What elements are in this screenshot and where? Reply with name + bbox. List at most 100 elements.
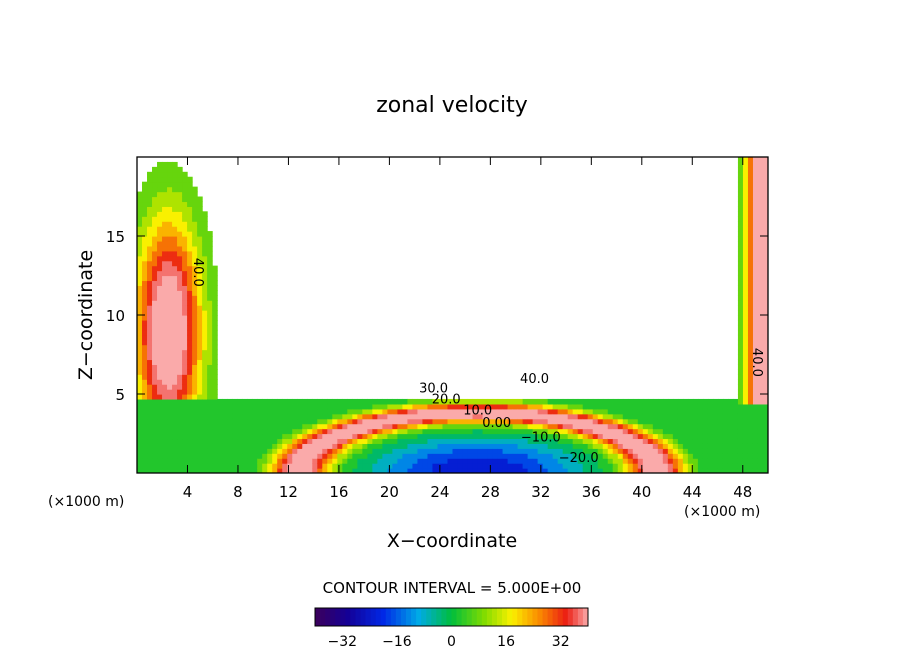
contour-cell <box>187 300 193 306</box>
contour-cell <box>267 418 273 425</box>
contour-cell <box>152 231 158 237</box>
contour-cell <box>382 423 388 430</box>
contour-cell <box>507 463 514 469</box>
contour-cell <box>137 364 143 370</box>
contour-cell <box>142 255 148 262</box>
contour-cell <box>167 319 173 326</box>
contour-cell <box>742 319 749 326</box>
contour-cell <box>202 240 208 247</box>
contour-cell <box>392 448 399 454</box>
contour-cell <box>582 398 589 405</box>
contour-cell <box>202 339 208 346</box>
contour-cell <box>277 463 283 469</box>
contour-cell <box>542 423 549 430</box>
contour-cell <box>287 458 293 464</box>
contour-cell <box>447 423 454 430</box>
contour-cell <box>702 443 709 449</box>
contour-cell <box>597 443 604 449</box>
contour-cell <box>232 403 238 410</box>
contour-cell <box>187 196 193 203</box>
contour-cell <box>277 448 283 454</box>
contour-cell <box>512 408 519 415</box>
contour-cell <box>632 408 639 415</box>
contour-cell <box>522 408 529 415</box>
contour-cell <box>737 398 744 405</box>
contour-cell <box>187 433 193 440</box>
contour-cell <box>297 448 303 454</box>
contour-cell <box>647 433 654 440</box>
contour-cell <box>762 433 768 440</box>
contour-cell <box>157 245 163 252</box>
contour-cell <box>402 463 409 469</box>
contour-cell <box>167 211 173 217</box>
contour-cell <box>177 250 183 257</box>
contour-cell <box>292 403 298 410</box>
contour-cell <box>182 240 188 247</box>
contour-cell <box>647 438 654 444</box>
contour-cell <box>702 433 709 440</box>
contour-cell <box>657 468 664 473</box>
contour-cell <box>307 423 313 430</box>
contour-cell <box>202 384 208 390</box>
contour-cell <box>737 270 744 277</box>
contour-cell <box>377 438 383 444</box>
contour-cell <box>292 468 298 473</box>
contour-cell <box>197 398 203 405</box>
contour-cell <box>487 448 494 454</box>
contour-cell <box>207 453 213 459</box>
contour-cell <box>622 438 629 444</box>
contour-cell <box>747 275 754 282</box>
contour-cell <box>182 280 188 286</box>
contour-cell <box>467 443 474 449</box>
contour-cell <box>467 438 474 444</box>
contour-cell <box>142 305 148 311</box>
contour-cell <box>317 443 323 449</box>
contour-cell <box>222 468 228 473</box>
contour-cell <box>517 418 524 425</box>
contour-cell <box>147 231 153 237</box>
contour-cell <box>407 408 414 415</box>
contour-cell <box>457 453 464 459</box>
contour-cell <box>422 403 429 410</box>
contour-cell <box>762 418 768 425</box>
contour-cell <box>357 433 363 440</box>
contour-cell <box>182 255 188 262</box>
contour-cell <box>212 403 218 410</box>
contour-cell <box>392 468 399 473</box>
contour-cell <box>217 443 223 449</box>
contour-cell <box>187 349 193 356</box>
contour-cell <box>312 458 318 464</box>
contour-cell <box>332 453 338 459</box>
contour-cell <box>267 403 273 410</box>
contour-cell <box>697 433 704 440</box>
contour-cell <box>147 260 153 267</box>
contour-cell <box>172 166 178 173</box>
contour-cell <box>762 270 768 277</box>
contour-cell <box>562 458 569 464</box>
contour-cell <box>172 221 178 227</box>
contour-cell <box>577 403 584 410</box>
contour-cell <box>142 211 148 217</box>
contour-cell <box>292 448 298 454</box>
contour-cell <box>577 413 584 420</box>
contour-cell <box>737 226 744 232</box>
colorbar-segment <box>481 608 488 626</box>
contour-cell <box>142 245 148 252</box>
contour-cell <box>397 438 404 444</box>
contour-cell <box>757 255 764 262</box>
contour-cell <box>372 438 378 444</box>
contour-cell <box>677 448 684 454</box>
contour-cell <box>142 384 148 390</box>
contour-cell <box>177 216 183 222</box>
contour-cell <box>232 408 238 415</box>
contour-cell <box>167 236 173 242</box>
contour-cell <box>762 196 768 203</box>
contour-cell <box>452 438 459 444</box>
contour-cell <box>662 408 669 415</box>
contour-cell <box>587 428 594 435</box>
contour-cell <box>272 448 278 454</box>
x-tick-label: 12 <box>279 483 298 501</box>
contour-cell <box>327 453 333 459</box>
contour-cell <box>147 216 153 222</box>
contour-cell <box>232 418 238 425</box>
